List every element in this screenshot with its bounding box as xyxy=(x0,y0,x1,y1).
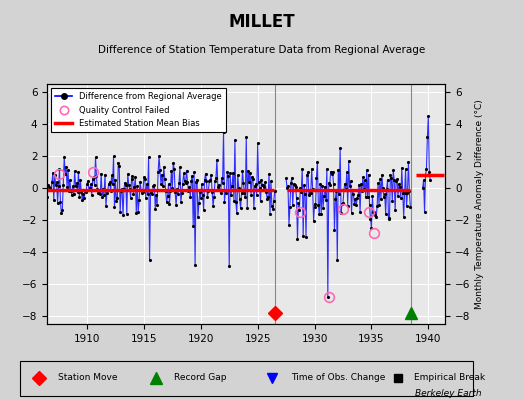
Text: MILLET: MILLET xyxy=(228,13,296,31)
Text: Empirical Break: Empirical Break xyxy=(414,374,486,382)
Text: Time of Obs. Change: Time of Obs. Change xyxy=(291,374,385,382)
Legend: Difference from Regional Average, Quality Control Failed, Estimated Station Mean: Difference from Regional Average, Qualit… xyxy=(51,88,226,132)
Text: Station Move: Station Move xyxy=(58,374,117,382)
Text: Berkeley Earth: Berkeley Earth xyxy=(416,389,482,398)
Text: Difference of Station Temperature Data from Regional Average: Difference of Station Temperature Data f… xyxy=(99,45,425,55)
Y-axis label: Monthly Temperature Anomaly Difference (°C): Monthly Temperature Anomaly Difference (… xyxy=(475,99,484,309)
Text: Record Gap: Record Gap xyxy=(174,374,227,382)
